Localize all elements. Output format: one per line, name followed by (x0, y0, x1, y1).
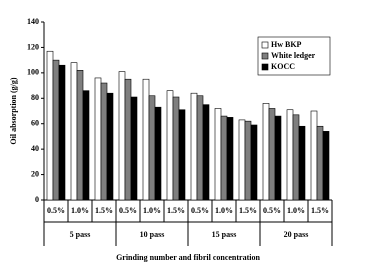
bar (316, 125, 324, 201)
y-tick-label: 80 (31, 93, 39, 102)
x-tick-label: 0.5% (263, 206, 281, 215)
legend-swatch (261, 41, 269, 49)
x-tick-label: 1.5% (311, 206, 329, 215)
bar (220, 115, 228, 201)
bar (106, 92, 114, 201)
bar (70, 62, 78, 201)
bar (250, 124, 258, 201)
legend-label: KOCC (271, 62, 295, 71)
y-tick-label: 60 (31, 119, 39, 128)
bar (310, 110, 318, 201)
bar (100, 82, 108, 201)
group-label: 5 pass (70, 230, 91, 239)
bar (82, 90, 90, 201)
legend-label: White ledger (271, 51, 316, 60)
bar (94, 77, 102, 201)
x-tick-label: 1.0% (215, 206, 233, 215)
bar (130, 96, 138, 201)
y-tick-label: 0 (35, 195, 39, 204)
bar (322, 131, 330, 201)
x-tick-label: 1.5% (239, 206, 257, 215)
x-tick-label: 1.5% (95, 206, 113, 215)
x-tick-label: 1.0% (71, 206, 89, 215)
y-tick-label: 20 (31, 169, 39, 178)
bar (286, 109, 294, 201)
group-label: 15 pass (212, 230, 237, 239)
y-tick-label: 100 (27, 68, 39, 77)
legend-box (257, 36, 331, 76)
group-label: 10 pass (140, 230, 165, 239)
x-tick-label: 0.5% (191, 206, 209, 215)
x-tick-label: 1.0% (143, 206, 161, 215)
legend-label: Hw BKP (271, 40, 302, 49)
legend-swatch (261, 52, 269, 60)
bar (268, 108, 276, 201)
bar (262, 103, 270, 201)
bar (52, 59, 60, 201)
y-axis-label: Oil absorption (g/g) (9, 77, 18, 144)
bar (154, 106, 162, 201)
bar (166, 90, 174, 201)
bar (298, 125, 306, 201)
legend-swatch (261, 63, 269, 71)
bar (274, 115, 282, 201)
x-axis-label: Grinding number and fibril concentration (116, 253, 260, 262)
bar (118, 71, 126, 201)
bar (292, 114, 300, 201)
bar (148, 95, 156, 201)
x-tick-label: 1.5% (167, 206, 185, 215)
bar (76, 70, 84, 201)
x-tick-label: 0.5% (47, 206, 65, 215)
bar (226, 117, 234, 201)
y-tick-label: 40 (31, 144, 39, 153)
bar (214, 108, 222, 201)
bar (196, 95, 204, 201)
bar (124, 78, 132, 201)
bar (238, 119, 246, 201)
x-tick-label: 0.5% (119, 206, 137, 215)
bar (178, 109, 186, 201)
x-tick-label: 1.0% (287, 206, 305, 215)
y-tick-label: 120 (27, 42, 39, 51)
bar (244, 120, 252, 201)
bar (46, 50, 54, 201)
bar (202, 104, 210, 201)
bar (58, 64, 66, 201)
group-label: 20 pass (284, 230, 309, 239)
y-tick-label: 140 (27, 17, 39, 26)
bar (142, 78, 150, 201)
bar (190, 92, 198, 201)
bar (172, 96, 180, 201)
